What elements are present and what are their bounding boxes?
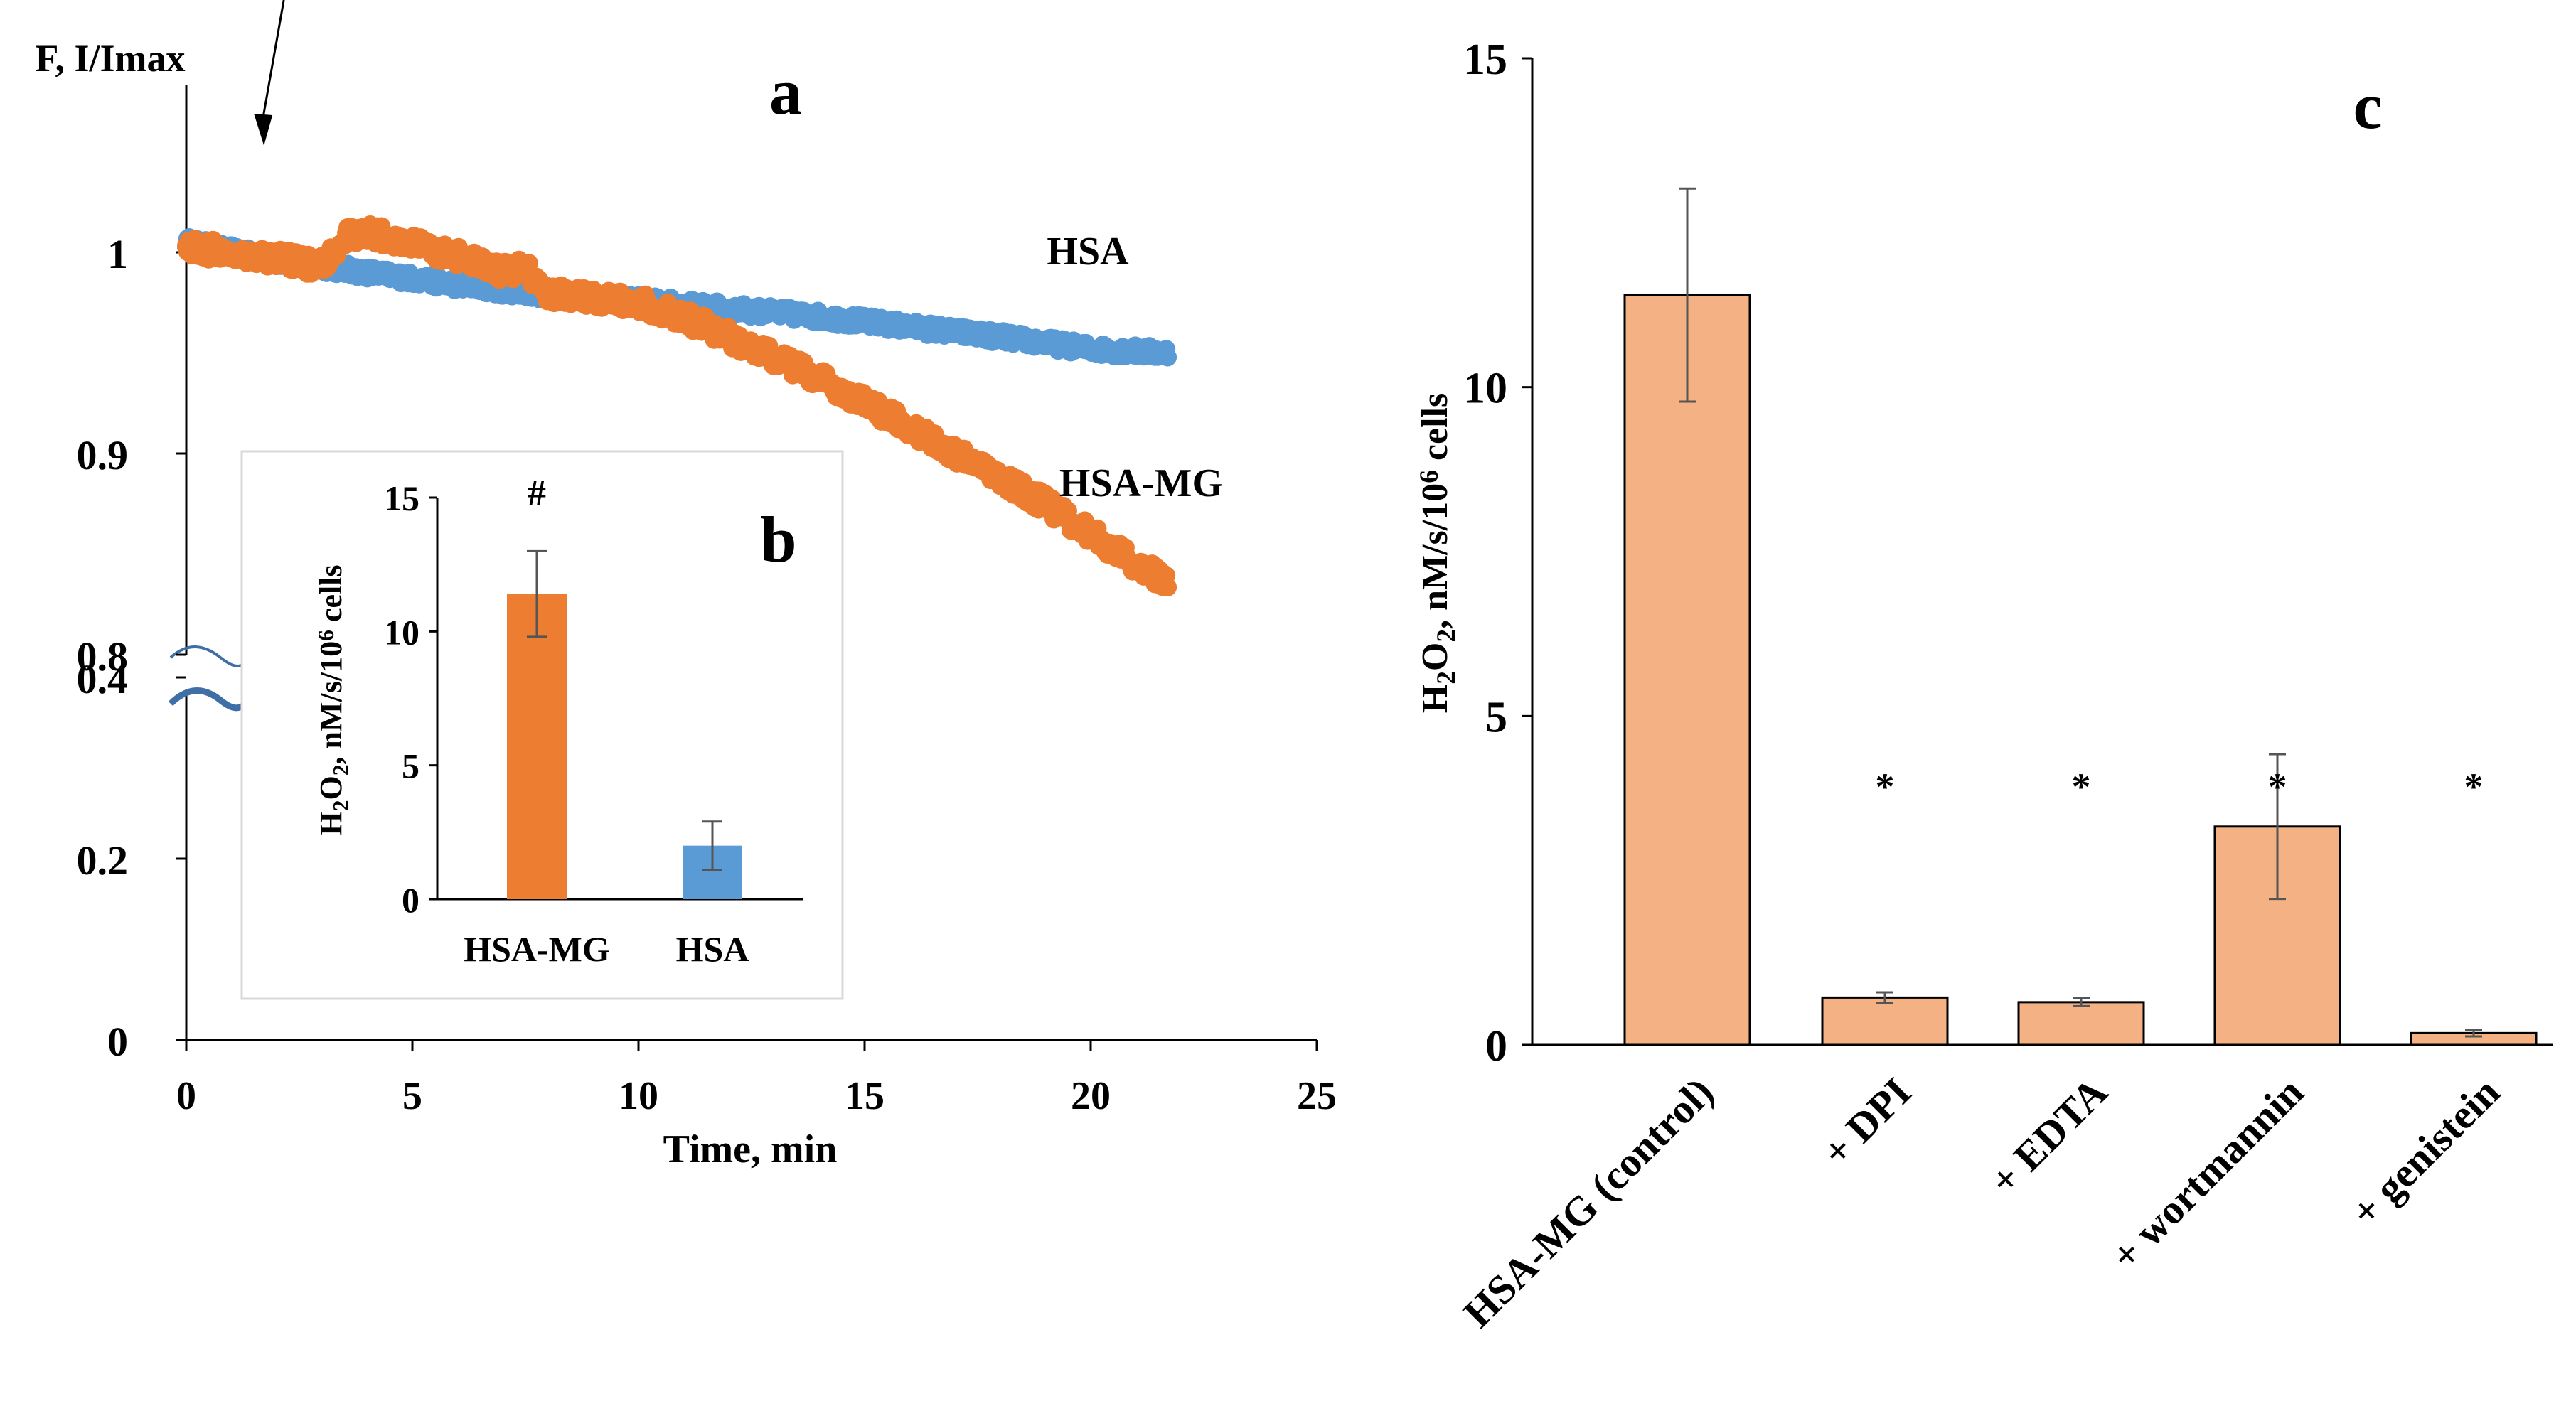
axis-break-mark (169, 645, 250, 667)
ylabel-part: 2 (328, 764, 353, 776)
panel-c-category-label: + EDTA (1981, 1068, 2117, 1204)
panel-a-x-axis-label: Time, min (663, 1127, 838, 1171)
ylabel-part: , nM/s/10 (314, 641, 348, 765)
panel-c-category-label: + wortmannin (2102, 1068, 2312, 1279)
ylabel-part: H (1415, 685, 1455, 713)
panel-c-bar (1821, 996, 1949, 1046)
panel-a-y-tick-label: 0.8 (77, 633, 129, 680)
panel-b-title: b (760, 503, 796, 576)
panel-a-y-axis-label: F, I/Imax (35, 37, 185, 80)
panel-a-y-tick-label: 0.4 (77, 656, 129, 702)
panel-a-x-tick-label: 0 (176, 1074, 196, 1118)
panel-c-category-label: HSA-MG (control) (1455, 1068, 1723, 1336)
panel-c-y-tick-label: 10 (1463, 365, 1507, 413)
ylabel-part: O (314, 776, 348, 800)
series-HSA-MG (177, 215, 1177, 597)
panel-b-category-label: HSA (676, 929, 749, 969)
ylabel-part: 2 (1432, 629, 1461, 643)
panel-b-bar-HSA-MG (507, 594, 567, 899)
series-label-HSA: HSA (1047, 230, 1129, 274)
panel-c-significance-mark: * (2268, 766, 2287, 808)
panel-a-x-tick-label: 25 (1297, 1074, 1337, 1118)
panel-a-y-tick-label: 0 (107, 1019, 128, 1065)
panel-a-y-tick-label: 1 (107, 231, 128, 277)
panel-a-x-tick-label: 10 (619, 1074, 658, 1118)
panel-c-significance-mark: * (2464, 766, 2484, 808)
time-arrow-shaft (261, 0, 285, 122)
panel-a-y-tick-label: 0.2 (77, 837, 129, 884)
axis-break-mark (168, 687, 251, 712)
panel-b-y-axis-label: H2O2, nM/s/106 cells (314, 564, 353, 835)
panel-c-bar (2017, 1001, 2145, 1046)
panel-a-y-tick-label: 0.9 (77, 432, 129, 478)
ylabel-part: 6 (314, 630, 338, 641)
data-point (519, 254, 538, 273)
panel-c-y-axis-label: H2O2, nM/s/106 cells (1415, 393, 1461, 714)
panel-c-significance-mark: * (1876, 766, 1895, 808)
panel-b-y-tick-label: 5 (402, 746, 419, 786)
panel-b-category-label: HSA-MG (464, 929, 610, 969)
ylabel-part: cells (1415, 393, 1455, 470)
panel-b-y-tick-label: 10 (384, 612, 419, 652)
panel-a-title: a (769, 55, 802, 128)
data-point (1158, 348, 1177, 367)
panel-c-y-tick-label: 0 (1485, 1022, 1507, 1070)
ylabel-part: 2 (328, 800, 353, 812)
ylabel-part: 6 (1415, 470, 1444, 483)
panel-a-x-tick-label: 15 (845, 1074, 885, 1118)
panel-b-significance-mark: # (528, 473, 546, 513)
panel-c-y-tick-label: 5 (1485, 693, 1507, 741)
series-label-HSA-MG: HSA-MG (1059, 461, 1223, 505)
ylabel-part: , nM/s/10 (1415, 483, 1455, 629)
panel-c-significance-mark: * (2072, 766, 2091, 808)
panel-c-y-tick-label: 15 (1463, 36, 1507, 84)
ylabel-part: H (314, 811, 348, 835)
ylabel-part: 2 (1432, 671, 1461, 685)
panel-c-category-label: + DPI (1813, 1068, 1920, 1175)
ylabel-part: O (1415, 643, 1455, 671)
panel-c-title: c (2353, 70, 2383, 142)
panel-c-category-label: + genistein (2342, 1068, 2509, 1235)
time-arrow-head (254, 114, 273, 146)
data-point (1158, 578, 1177, 597)
panel-a-x-tick-label: 5 (402, 1074, 422, 1118)
panel-b-y-tick-label: 15 (384, 478, 419, 518)
panel-a-x-tick-label: 20 (1071, 1074, 1111, 1118)
panel-c-bar (1623, 294, 1751, 1046)
ylabel-part: cells (314, 564, 348, 630)
panel-b-y-tick-label: 0 (402, 880, 419, 920)
